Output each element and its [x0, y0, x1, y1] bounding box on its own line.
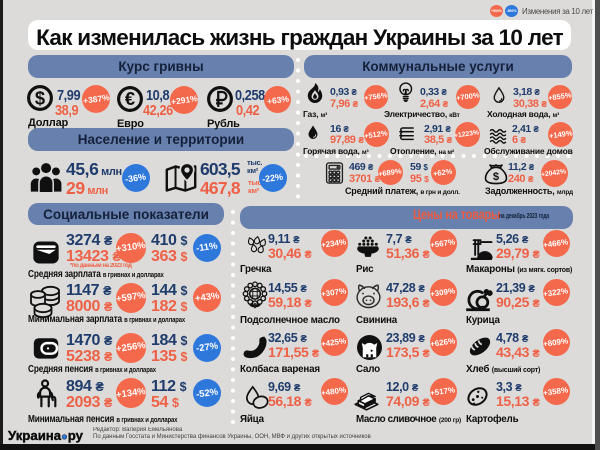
- svg-text:$: $: [35, 88, 45, 109]
- svg-text:$: $: [493, 171, 500, 183]
- svg-text:€: €: [124, 88, 134, 109]
